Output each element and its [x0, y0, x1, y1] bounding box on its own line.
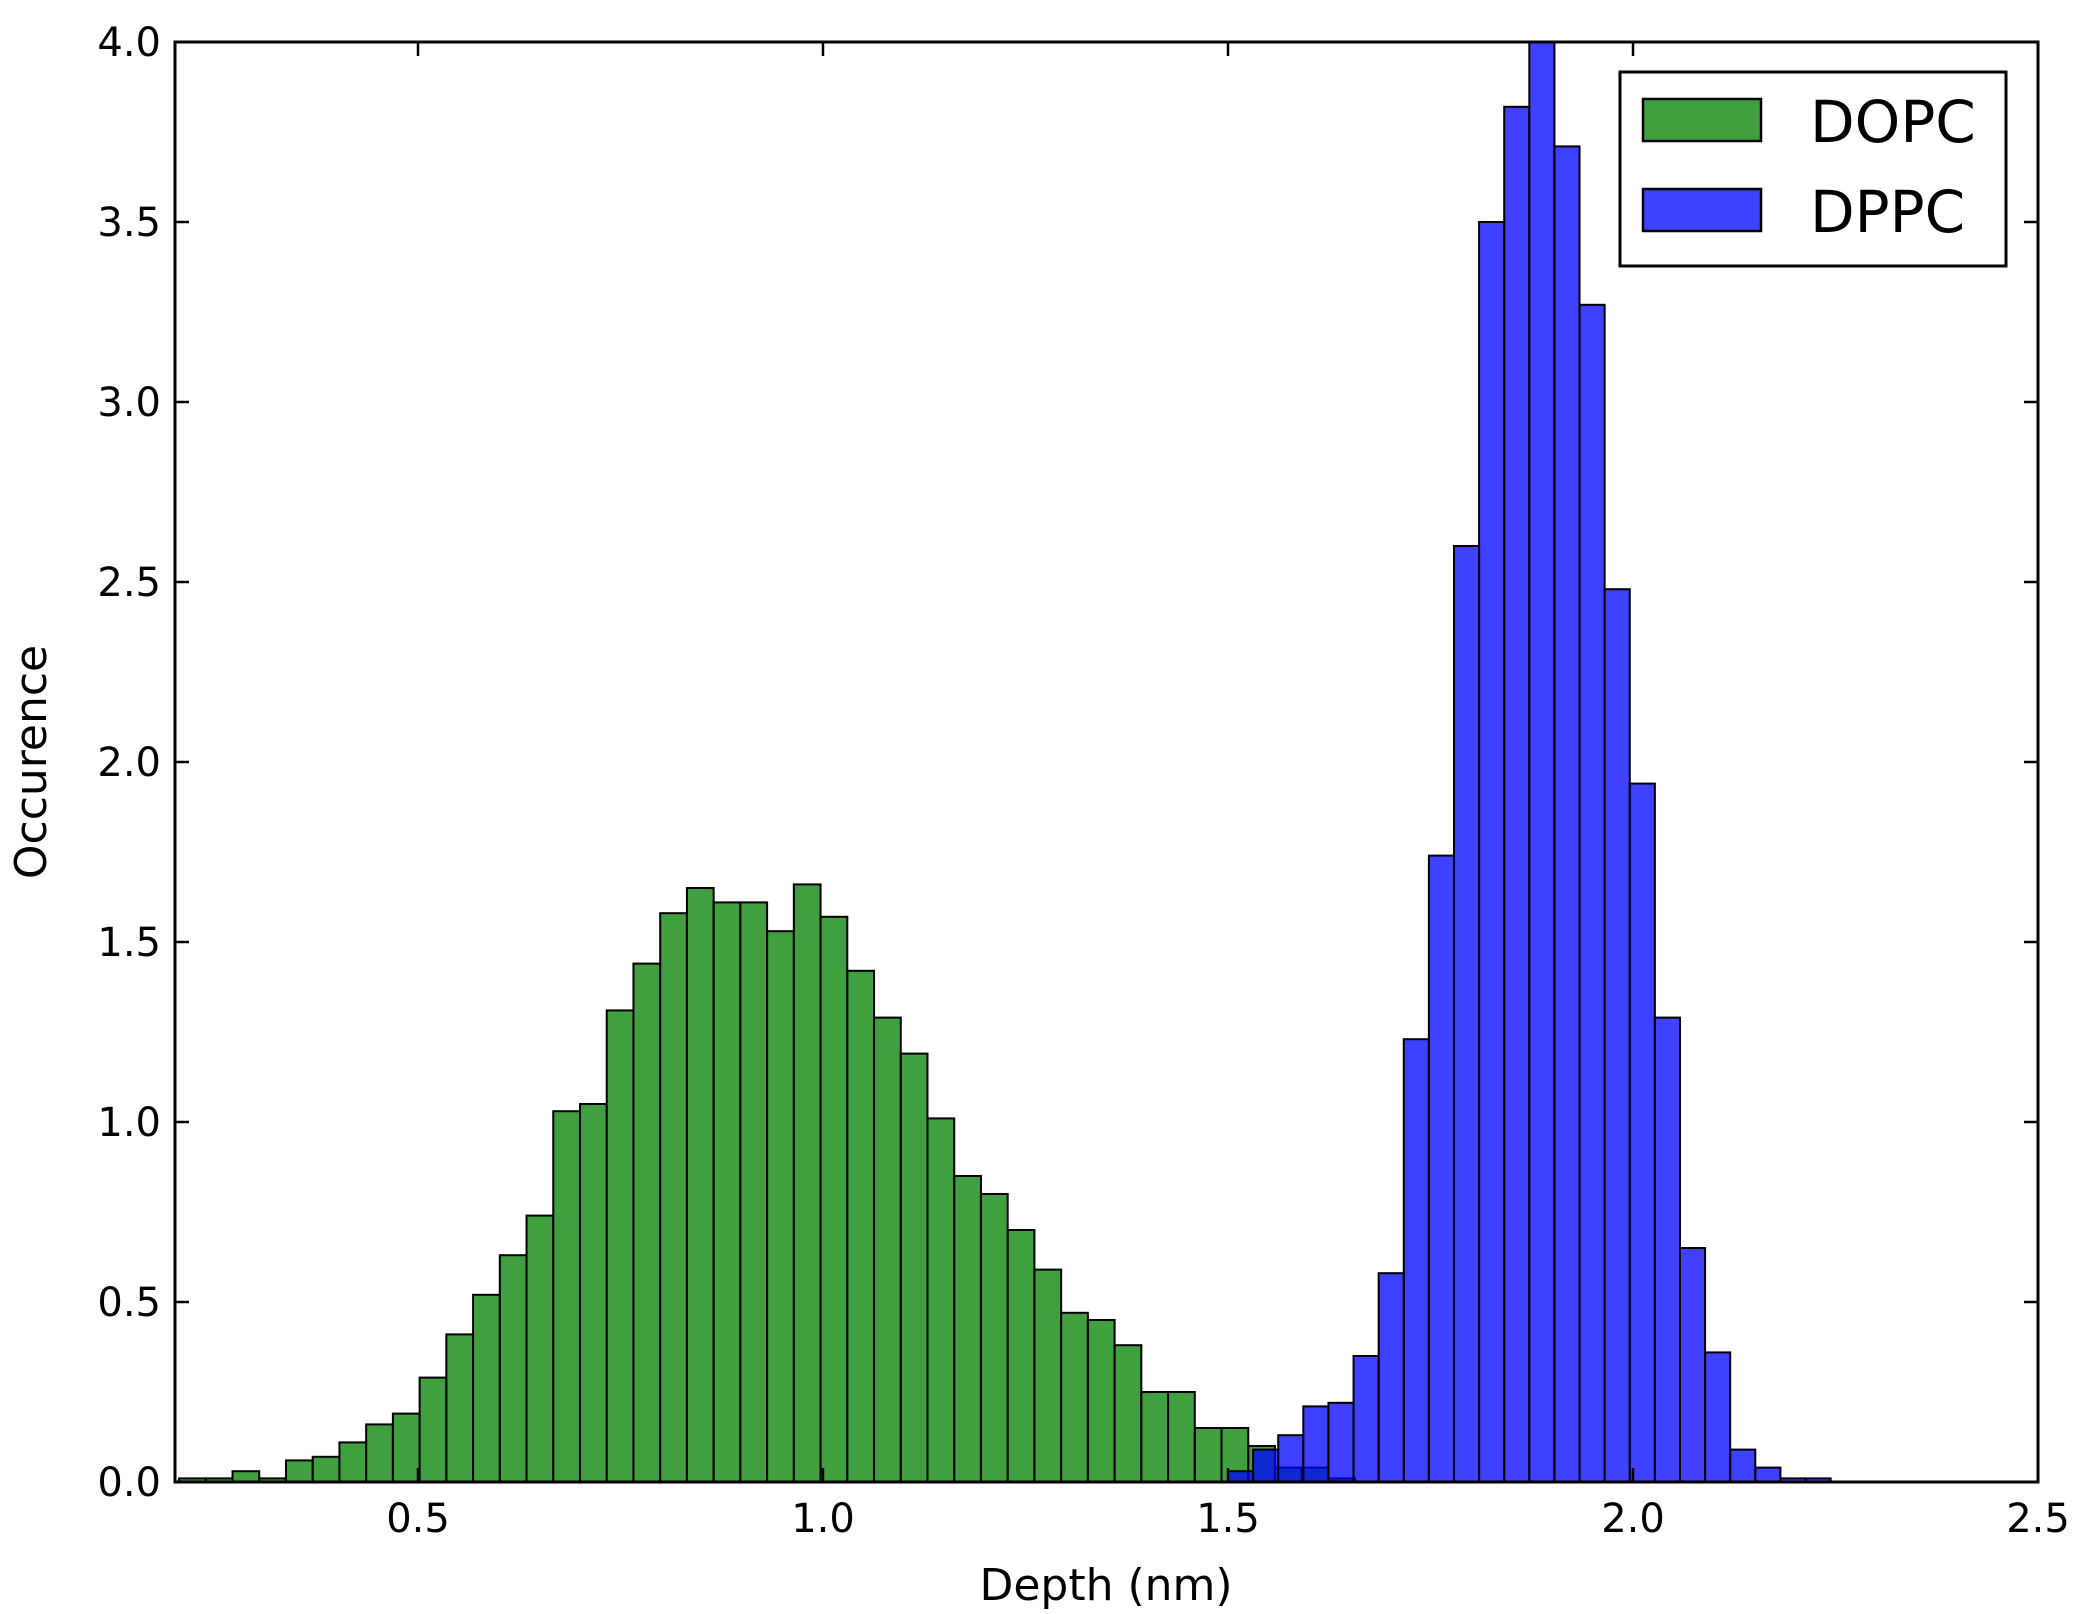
bar-dopc-17	[632, 962, 662, 1483]
legend-swatch-dopc	[1641, 97, 1763, 143]
bar-dopc-2	[231, 1470, 261, 1483]
y-tick-label: 3.0	[97, 380, 161, 426]
bar-dopc-10	[445, 1333, 475, 1484]
bar-dppc-10	[1478, 221, 1506, 1483]
bar-dopc-18	[659, 912, 688, 1483]
y-tick-label: 2.5	[97, 560, 161, 606]
bar-dopc-31	[1006, 1229, 1036, 1483]
bar-dopc-25	[846, 969, 876, 1483]
legend: DOPC DPPC	[1618, 70, 2008, 268]
bar-dopc-11	[472, 1293, 501, 1484]
bar-dppc-13	[1553, 145, 1581, 1483]
bar-dopc-27	[899, 1052, 929, 1483]
bar-dopc-16	[605, 1009, 635, 1484]
x-tick-label: 0.5	[386, 1496, 450, 1542]
y-tick-label: 2.0	[97, 740, 161, 786]
bar-dopc-14	[552, 1110, 582, 1483]
bar-dopc-32	[1033, 1268, 1063, 1483]
bar-dopc-24	[819, 915, 849, 1483]
bar-dopc-35	[1113, 1344, 1143, 1483]
y-tick-label: 1.0	[97, 1100, 161, 1146]
y-tick-label: 0.0	[97, 1460, 161, 1506]
x-tick-label: 2.5	[2006, 1496, 2070, 1542]
bar-dppc-7	[1402, 1038, 1430, 1483]
bar-dppc-14	[1578, 303, 1606, 1483]
bar-dppc-0	[1227, 1470, 1255, 1483]
bar-dppc-11	[1503, 105, 1531, 1483]
legend-label-dopc: DOPC	[1810, 88, 1976, 156]
x-tick-label: 1.0	[791, 1496, 855, 1542]
y-axis-label: Occurence	[6, 645, 57, 879]
bar-dppc-15	[1603, 588, 1631, 1483]
bar-dopc-21	[739, 901, 769, 1483]
bar-dopc-20	[712, 901, 742, 1483]
bar-dopc-7	[365, 1423, 394, 1484]
bar-dopc-37	[1167, 1391, 1196, 1483]
bar-dppc-4	[1327, 1401, 1355, 1484]
ticks-layer: 0.5 1.0 1.5 2.0 2.5 0.0 0.5 1.0 1.5 2.0 2.5 3.0 3.5 4…	[97, 20, 2069, 1542]
bar-dopc-38	[1193, 1427, 1223, 1483]
bar-dppc-1	[1252, 1448, 1280, 1483]
bar-dppc-3	[1302, 1405, 1330, 1484]
bar-dopc-19	[685, 887, 715, 1483]
x-tick-label: 2.0	[1601, 1496, 1665, 1542]
bar-dppc-18	[1678, 1247, 1707, 1483]
bar-dppc-16	[1628, 782, 1656, 1483]
bar-dopc-36	[1140, 1391, 1170, 1483]
bar-dppc-20	[1729, 1448, 1757, 1483]
bar-dopc-15	[579, 1103, 608, 1483]
bar-dopc-12	[498, 1254, 528, 1483]
bar-dopc-9	[418, 1376, 448, 1483]
bar-dppc-9	[1452, 545, 1481, 1483]
bar-dopc-23	[792, 883, 822, 1483]
bar-dopc-5	[311, 1455, 341, 1484]
plot-background	[175, 42, 2038, 1482]
bar-dopc-34	[1086, 1319, 1116, 1483]
bar-dopc-26	[873, 1016, 902, 1483]
bar-dppc-5	[1352, 1355, 1380, 1483]
bar-dopc-6	[338, 1441, 368, 1484]
x-tick-label: 1.5	[1196, 1496, 1260, 1542]
bar-dppc-21	[1754, 1466, 1782, 1483]
bar-dopc-30	[979, 1193, 1009, 1483]
legend-swatch-dppc	[1641, 187, 1763, 233]
bar-dppc-8	[1427, 854, 1455, 1483]
bar-dopc-33	[1060, 1311, 1089, 1484]
legend-label-dppc: DPPC	[1810, 178, 1965, 246]
bar-dppc-19	[1704, 1351, 1732, 1484]
bar-dopc-22	[766, 930, 795, 1483]
bar-dppc-17	[1653, 1016, 1681, 1483]
bar-dppc-6	[1377, 1272, 1405, 1483]
bar-dopc-28	[926, 1117, 956, 1484]
y-tick-label: 3.5	[97, 200, 161, 246]
bar-dppc-2	[1277, 1434, 1305, 1483]
bar-dopc-4	[284, 1459, 314, 1484]
bar-dopc-29	[953, 1175, 982, 1483]
y-tick-label: 4.0	[97, 20, 161, 66]
bars-layer	[178, 41, 1832, 1484]
bar-dopc-13	[525, 1214, 555, 1483]
bar-dppc-12	[1528, 41, 1556, 1483]
bar-dopc-8	[391, 1412, 421, 1483]
x-axis-label: Depth (nm)	[979, 1560, 1232, 1611]
y-tick-label: 0.5	[97, 1280, 161, 1326]
y-tick-label: 1.5	[97, 920, 161, 966]
